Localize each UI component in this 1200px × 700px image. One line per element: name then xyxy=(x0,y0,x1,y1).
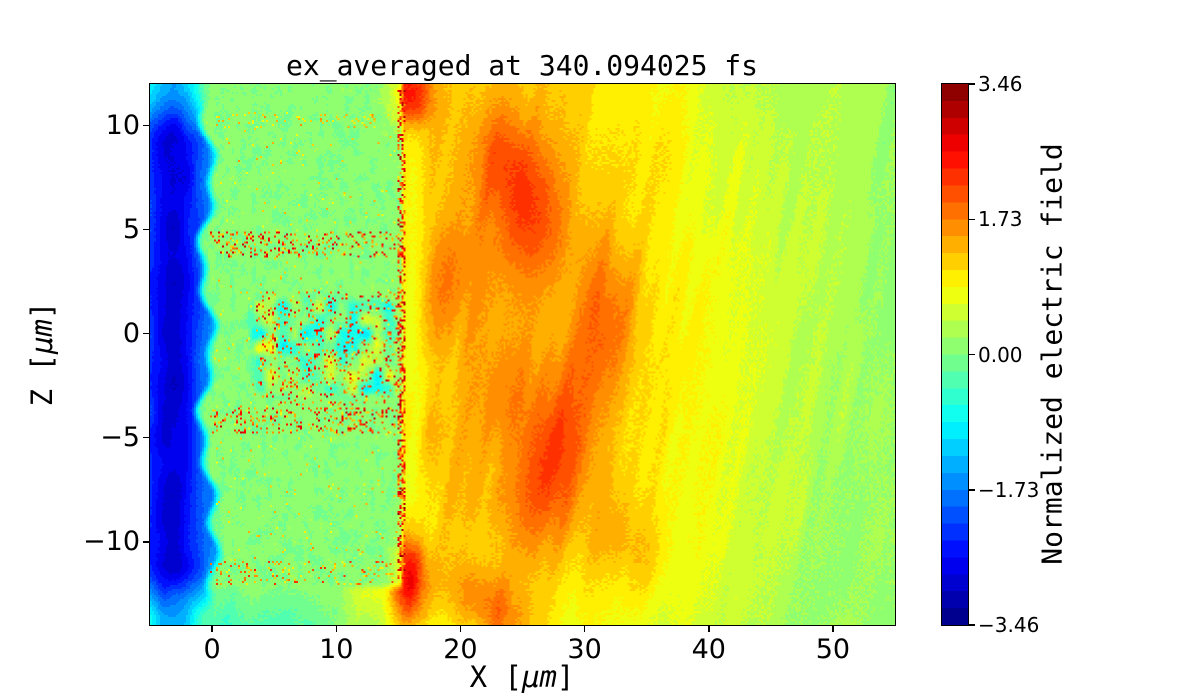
colorbar-tick-mark xyxy=(969,353,975,356)
colorbar-tick-mark xyxy=(969,489,975,491)
x-tick-mark xyxy=(832,626,834,632)
y-tick-mark xyxy=(143,124,149,127)
x-tick-label: 20 xyxy=(443,634,478,665)
x-tick-mark xyxy=(459,626,462,632)
y-tick-mark xyxy=(143,228,149,231)
y-tick-label: 0 xyxy=(122,317,140,349)
x-tick-label: 0 xyxy=(203,634,221,665)
y-tick-label: −10 xyxy=(83,525,140,557)
y-tick-mark xyxy=(143,332,149,335)
colorbar xyxy=(941,83,969,626)
colorbar-tick-label: 0.00 xyxy=(978,342,1023,367)
colorbar-axis-label: Normalized electric field xyxy=(1035,143,1069,565)
heatmap-canvas xyxy=(150,84,895,625)
x-tick-mark xyxy=(211,626,213,632)
y-tick-label: −5 xyxy=(100,421,140,453)
colorbar-tick-label: 3.46 xyxy=(978,72,1023,96)
x-axis-label: X [μm] xyxy=(469,660,575,694)
colorbar-tick-label: −3.46 xyxy=(978,613,1040,637)
x-tick-mark xyxy=(335,626,337,632)
x-tick-mark xyxy=(583,626,586,632)
x-tick-label: 30 xyxy=(567,634,602,665)
plot-title: ex_averaged at 340.094025 fs xyxy=(285,49,759,82)
colorbar-tick-mark xyxy=(969,83,975,85)
colorbar-tick-label: 1.73 xyxy=(978,207,1023,232)
y-tick-label: 5 xyxy=(122,213,140,245)
heatmap-plot-area xyxy=(149,83,896,626)
y-tick-mark xyxy=(143,541,149,543)
y-axis-label: Z [μm] xyxy=(25,301,59,407)
x-tick-label: 50 xyxy=(815,634,851,665)
colorbar-tick-label: −1.73 xyxy=(978,477,1040,502)
y-tick-label: 10 xyxy=(105,109,140,141)
x-tick-label: 40 xyxy=(691,634,726,665)
y-tick-mark xyxy=(143,436,149,439)
colorbar-tick-mark xyxy=(969,624,975,626)
x-tick-label: 10 xyxy=(319,634,354,665)
colorbar-canvas xyxy=(942,84,968,625)
colorbar-tick-mark xyxy=(969,218,975,220)
x-tick-mark xyxy=(708,626,710,632)
